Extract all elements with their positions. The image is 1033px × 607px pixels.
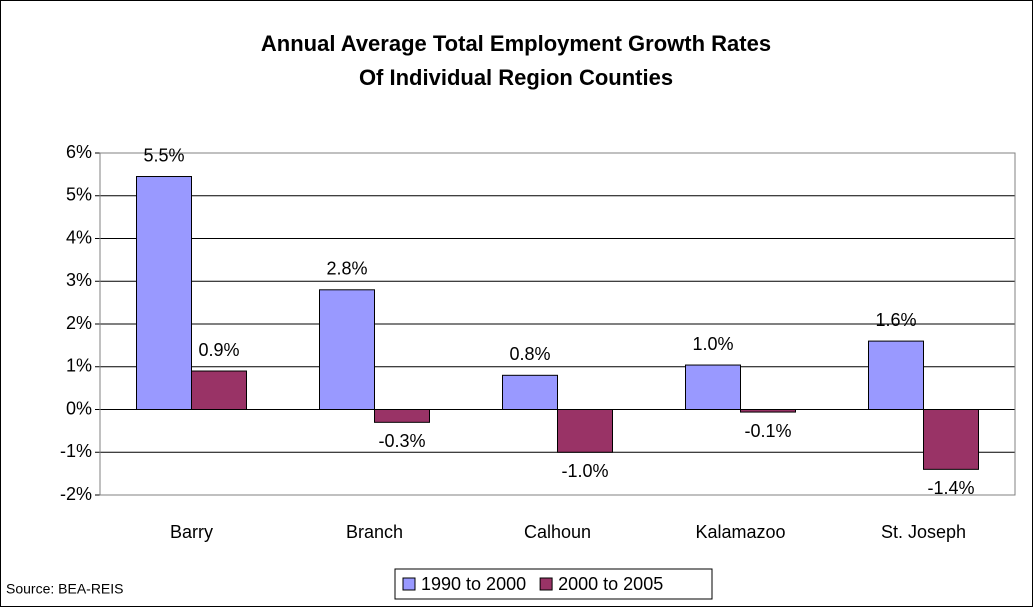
bar <box>502 374 558 410</box>
bar <box>868 340 924 411</box>
y-tick-label: -2% <box>60 484 92 504</box>
legend-swatch <box>402 577 416 591</box>
bar <box>136 176 192 410</box>
y-tick-label: 0% <box>66 398 92 418</box>
bar <box>923 409 979 470</box>
plot-area <box>99 152 1016 496</box>
chart-title: Of Individual Region Counties <box>359 65 673 90</box>
value-label: 5.5% <box>143 145 184 165</box>
value-label: -1.0% <box>561 461 608 481</box>
bar <box>319 289 375 410</box>
legend-label: 1990 to 2000 <box>421 574 526 594</box>
value-label: 2.8% <box>326 259 367 279</box>
y-tick-label: 3% <box>66 270 92 290</box>
value-label: 1.6% <box>875 310 916 330</box>
bar <box>191 370 247 410</box>
value-label: -0.3% <box>378 431 425 451</box>
y-tick-label: 6% <box>66 142 92 162</box>
y-tick-label: -1% <box>60 441 92 461</box>
value-label: -1.4% <box>927 478 974 498</box>
x-tick-label: Branch <box>346 522 403 542</box>
x-tick-label: Calhoun <box>524 522 591 542</box>
x-tick-label: St. Joseph <box>881 522 966 542</box>
legend-box <box>394 568 713 600</box>
bar <box>740 409 796 413</box>
value-label: 1.0% <box>692 334 733 354</box>
value-label: 0.9% <box>198 340 239 360</box>
bar <box>374 409 430 423</box>
x-tick-label: Barry <box>170 522 213 542</box>
legend-label: 2000 to 2005 <box>558 574 663 594</box>
value-label: -0.1% <box>744 421 791 441</box>
y-tick-label: 5% <box>66 185 92 205</box>
y-tick-label: 1% <box>66 356 92 376</box>
chart-title: Annual Average Total Employment Growth R… <box>261 31 771 56</box>
bar <box>685 364 741 411</box>
legend-swatch <box>539 577 553 591</box>
bar <box>557 409 613 453</box>
y-tick-label: 4% <box>66 227 92 247</box>
y-tick-label: 2% <box>66 313 92 333</box>
value-label: 0.8% <box>509 344 550 364</box>
source-note: Source: BEA-REIS <box>6 581 124 597</box>
x-tick-label: Kalamazoo <box>695 522 785 542</box>
